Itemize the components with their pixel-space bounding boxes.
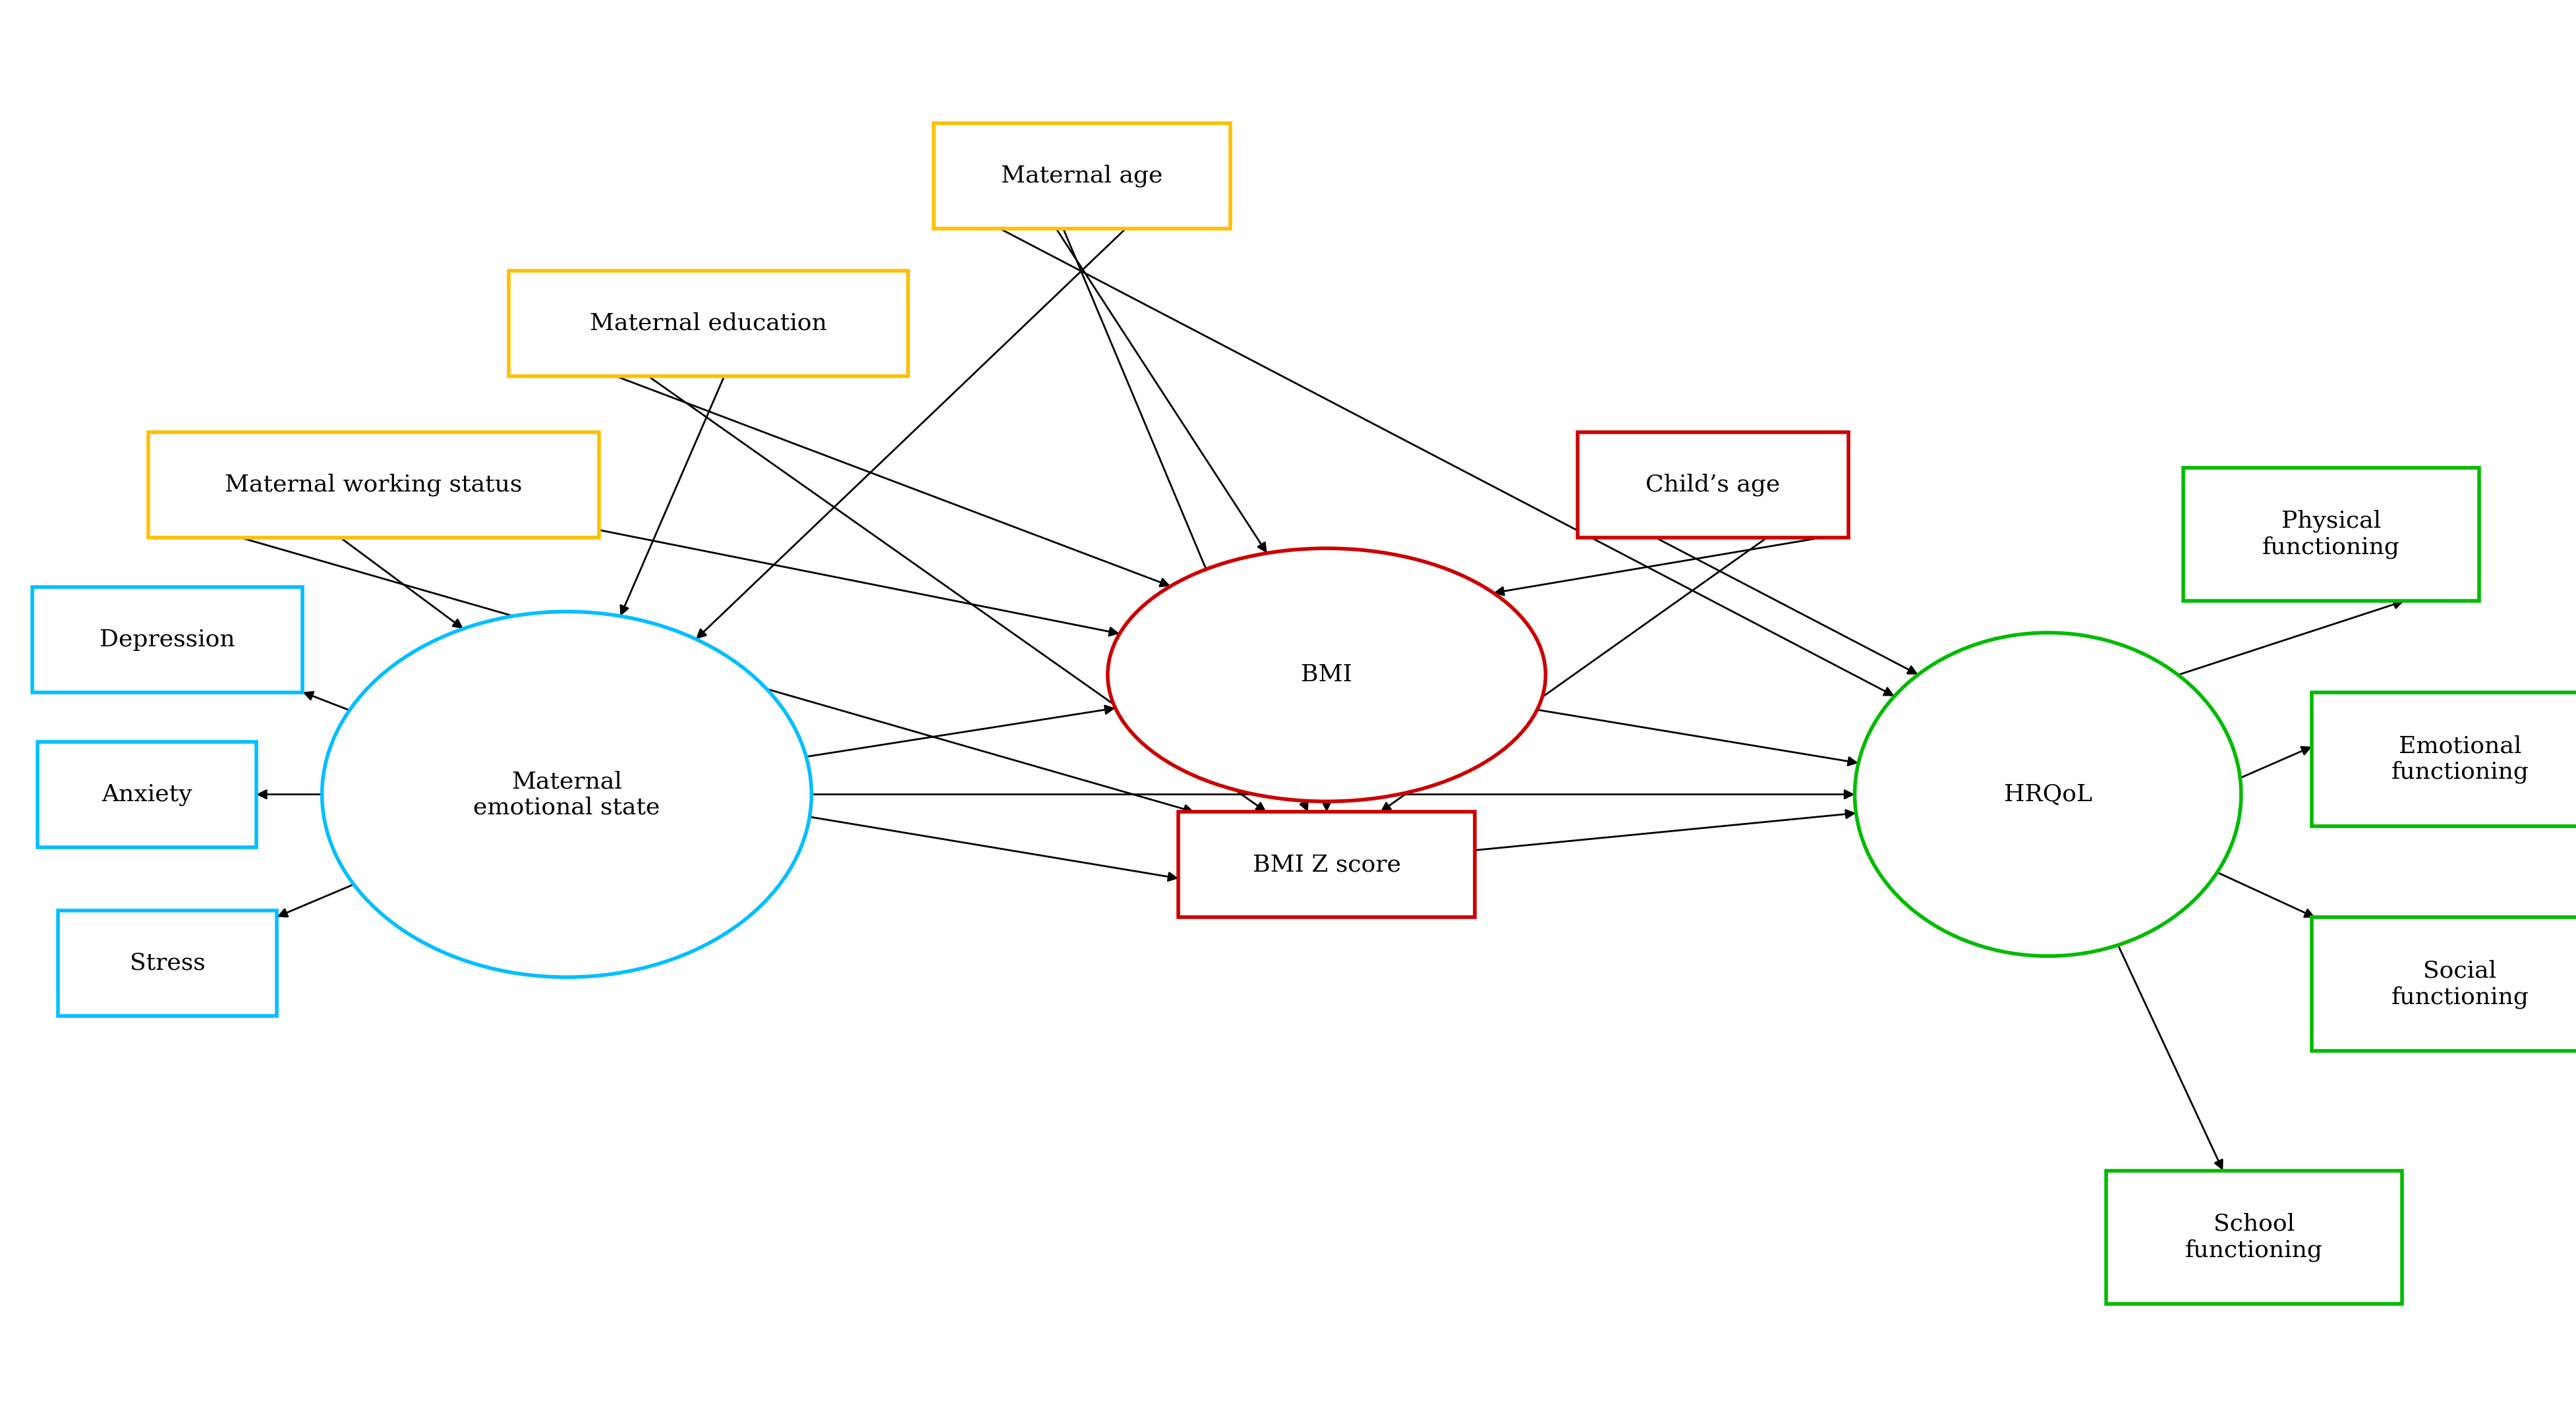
- Text: Child’s age: Child’s age: [1646, 474, 1780, 496]
- FancyBboxPatch shape: [33, 588, 304, 692]
- Text: Depression: Depression: [100, 628, 234, 651]
- Text: Maternal age: Maternal age: [1002, 165, 1162, 187]
- FancyBboxPatch shape: [933, 122, 1231, 228]
- Ellipse shape: [322, 612, 811, 977]
- Text: HRQoL: HRQoL: [2004, 783, 2092, 806]
- FancyBboxPatch shape: [57, 911, 276, 1015]
- FancyBboxPatch shape: [1577, 433, 1850, 537]
- Text: School
functioning: School functioning: [2184, 1213, 2324, 1261]
- Text: Stress: Stress: [129, 952, 206, 974]
- FancyBboxPatch shape: [2184, 467, 2478, 602]
- FancyBboxPatch shape: [36, 742, 255, 846]
- FancyBboxPatch shape: [147, 433, 598, 537]
- FancyBboxPatch shape: [2311, 918, 2576, 1052]
- FancyBboxPatch shape: [2105, 1170, 2401, 1305]
- Ellipse shape: [1855, 633, 2241, 956]
- Text: Maternal working status: Maternal working status: [224, 474, 523, 496]
- Text: BMI: BMI: [1301, 664, 1352, 686]
- Ellipse shape: [1108, 548, 1546, 801]
- FancyBboxPatch shape: [510, 271, 909, 375]
- Text: BMI Z score: BMI Z score: [1252, 853, 1401, 876]
- Text: Anxiety: Anxiety: [100, 783, 193, 806]
- FancyBboxPatch shape: [1177, 813, 1473, 918]
- Text: Maternal
emotional state: Maternal emotional state: [474, 770, 659, 818]
- Text: Physical
functioning: Physical functioning: [2262, 510, 2401, 558]
- Text: Emotional
functioning: Emotional functioning: [2391, 735, 2530, 783]
- Text: Maternal education: Maternal education: [590, 312, 827, 335]
- FancyBboxPatch shape: [2311, 692, 2576, 827]
- Text: Social
functioning: Social functioning: [2391, 960, 2530, 1008]
